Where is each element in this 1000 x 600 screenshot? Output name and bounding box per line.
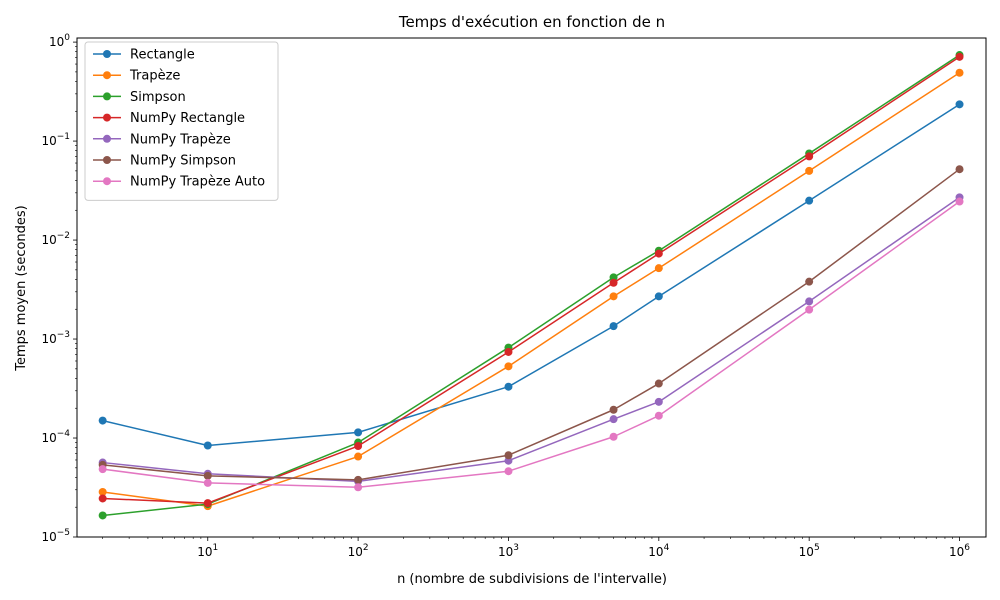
series-line xyxy=(102,200,960,489)
data-point xyxy=(504,382,513,391)
data-point xyxy=(203,499,212,508)
data-point xyxy=(805,305,814,314)
y-tick-label: 10−2 xyxy=(41,231,70,247)
legend-swatch-marker xyxy=(103,92,111,101)
data-point xyxy=(354,442,363,451)
data-point xyxy=(98,416,107,425)
data-point xyxy=(354,475,363,484)
y-axis: 10−5 10−4 10−3 10−2 10−1 100 xyxy=(41,33,77,544)
data-point xyxy=(203,471,212,480)
data-point xyxy=(955,52,964,61)
data-point xyxy=(654,249,663,258)
series-line xyxy=(102,168,960,481)
data-point xyxy=(504,456,513,465)
data-point xyxy=(354,483,363,492)
data-point xyxy=(98,494,107,503)
series-line xyxy=(102,72,960,507)
series-6 xyxy=(98,197,964,492)
data-point xyxy=(805,297,814,306)
legend-label: NumPy Rectangle xyxy=(130,111,245,126)
series-4 xyxy=(98,193,964,486)
data-point xyxy=(955,68,964,77)
data-point xyxy=(609,278,618,287)
x-axis: 101 102 103 104 105 106 xyxy=(102,537,970,559)
y-axis-title: Temps moyen (secondes) xyxy=(14,205,29,372)
data-point xyxy=(98,465,107,474)
x-tick-label: 106 xyxy=(949,543,970,559)
legend-label: NumPy Simpson xyxy=(130,154,236,169)
data-point xyxy=(654,292,663,301)
y-tick-label: 100 xyxy=(49,33,70,49)
series-line xyxy=(102,56,960,504)
plot-frame xyxy=(76,37,987,538)
data-point xyxy=(609,292,618,301)
legend-item: NumPy Rectangle xyxy=(93,111,245,126)
legend-swatch-marker xyxy=(103,156,111,164)
legend-label: NumPy Trapèze Auto xyxy=(130,175,265,190)
data-point xyxy=(805,166,814,175)
legend-label: Rectangle xyxy=(130,48,195,63)
series-3 xyxy=(98,52,964,508)
legend-item: Trapèze xyxy=(93,69,180,84)
legend-swatch-marker xyxy=(103,113,111,122)
y-tick-label: 10−4 xyxy=(41,429,70,445)
data-point xyxy=(504,362,513,371)
data-point xyxy=(504,347,513,356)
data-point xyxy=(354,452,363,461)
data-point xyxy=(98,511,107,520)
legend-item: Simpson xyxy=(93,90,186,105)
x-tick-label: 101 xyxy=(197,543,218,559)
legend-swatch-marker xyxy=(103,71,111,80)
series-0 xyxy=(98,100,964,450)
data-point xyxy=(609,415,618,424)
plot-area xyxy=(98,51,964,520)
data-point xyxy=(609,405,618,414)
x-tick-label: 104 xyxy=(648,543,669,559)
data-point xyxy=(203,441,212,450)
series-5 xyxy=(98,165,964,484)
legend-swatch-marker xyxy=(103,177,111,186)
legend-swatch-marker xyxy=(103,50,111,58)
data-point xyxy=(805,152,814,161)
data-point xyxy=(654,264,663,273)
series-line xyxy=(102,103,960,447)
data-point xyxy=(955,100,964,109)
legend-item: NumPy Trapèze Auto xyxy=(93,175,265,190)
legend-label: Trapèze xyxy=(129,69,180,84)
legend-item: Rectangle xyxy=(93,48,195,63)
data-point xyxy=(354,428,363,437)
data-point xyxy=(955,165,964,174)
legend-label: NumPy Trapèze xyxy=(130,132,231,147)
data-point xyxy=(609,322,618,331)
chart-title: Temps d'exécution en fonction de n xyxy=(398,13,665,31)
data-point xyxy=(805,277,814,286)
y-tick-label: 10−3 xyxy=(41,330,70,346)
data-point xyxy=(654,379,663,388)
data-point xyxy=(609,432,618,441)
legend-box xyxy=(84,41,279,201)
legend-label: Simpson xyxy=(130,90,186,105)
x-axis-title: n (nombre de subdivisions de l'intervall… xyxy=(397,572,667,587)
legend: Rectangle Trapèze Simpson NumPy Rectangle Nu… xyxy=(84,41,279,201)
y-tick-label: 10−5 xyxy=(41,528,70,544)
data-point xyxy=(98,487,107,496)
data-point xyxy=(504,451,513,460)
data-point xyxy=(955,197,964,206)
legend-swatch-marker xyxy=(103,134,111,143)
x-tick-label: 105 xyxy=(799,543,820,559)
y-tick-label: 10−1 xyxy=(41,132,70,148)
x-tick-label: 102 xyxy=(348,543,369,559)
series-line xyxy=(102,196,960,483)
data-point xyxy=(654,411,663,420)
data-point xyxy=(504,467,513,476)
x-tick-label: 103 xyxy=(498,543,519,559)
legend-item: NumPy Simpson xyxy=(93,154,236,169)
data-point xyxy=(805,196,814,205)
data-point xyxy=(654,397,663,406)
legend-item: NumPy Trapèze xyxy=(93,132,231,147)
data-point xyxy=(203,478,212,487)
